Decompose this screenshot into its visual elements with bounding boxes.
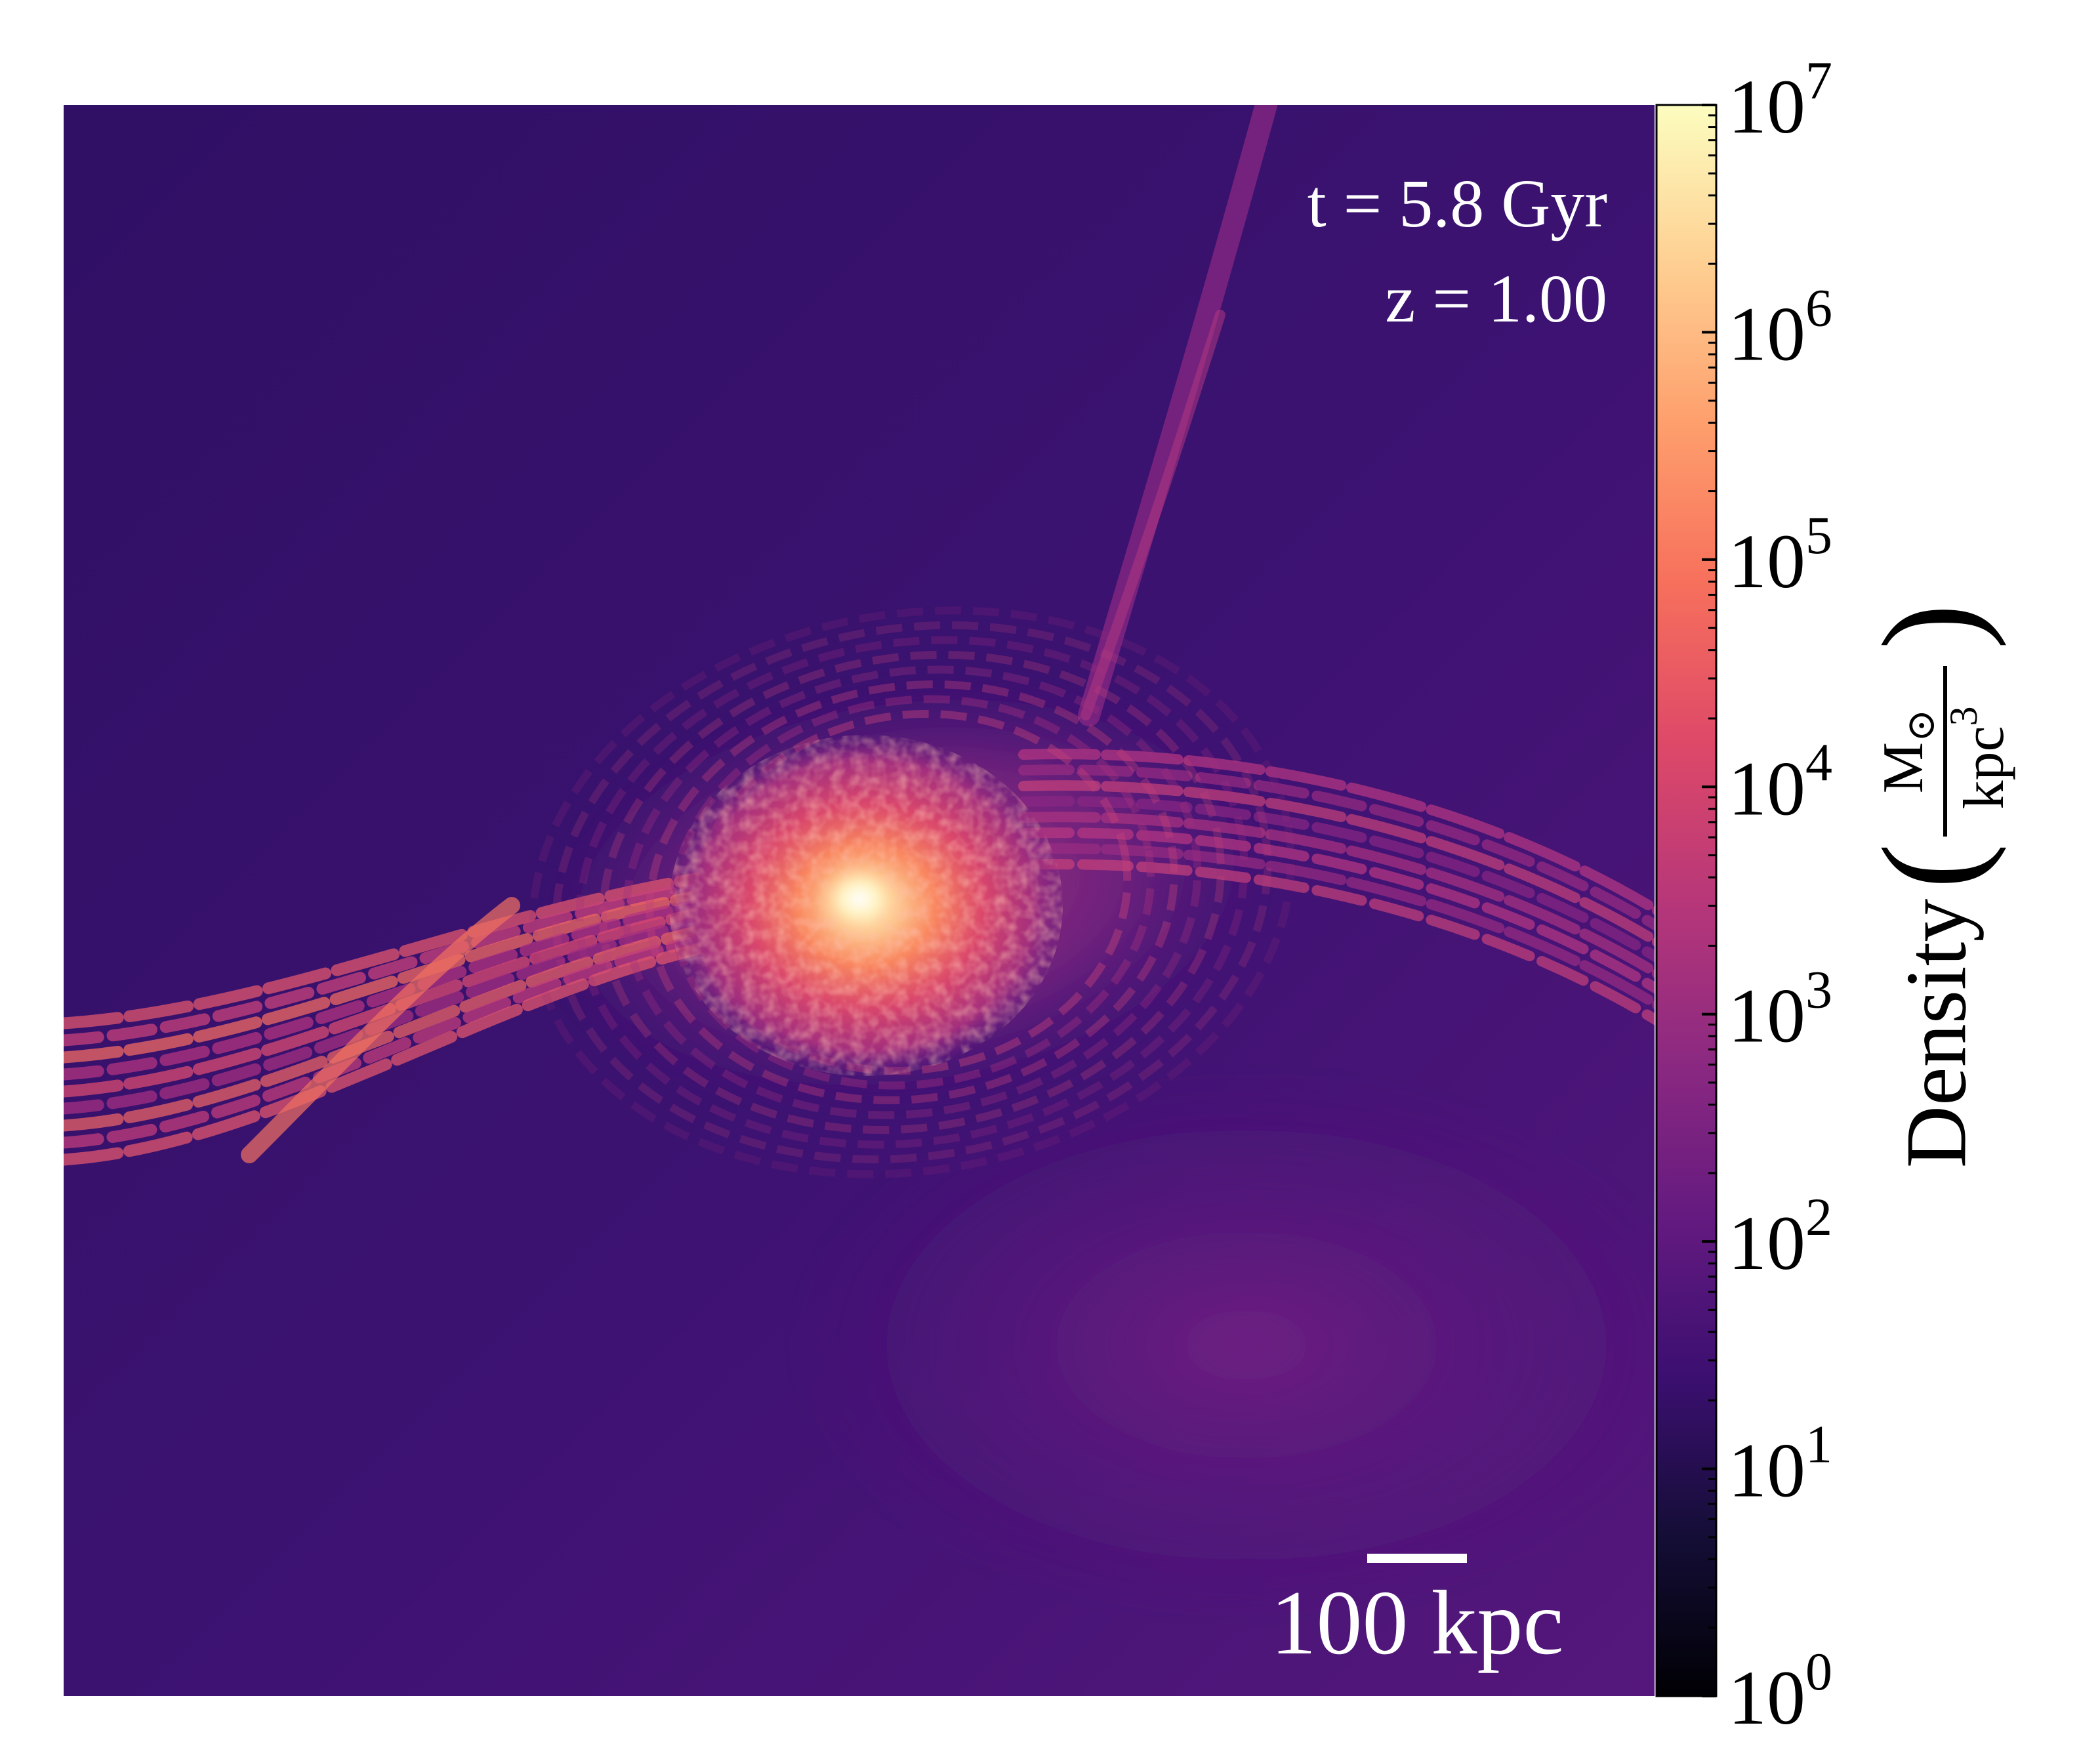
tick-label-exponent: 6	[1805, 278, 1832, 337]
interference-shell	[669, 695, 1155, 1090]
tick-label-exponent: 2	[1805, 1187, 1832, 1247]
colorbar-label-text: Density	[1887, 899, 1984, 1169]
stream-strand	[64, 892, 741, 1081]
stream-strand	[1018, 796, 1655, 963]
tick-label-exponent: 4	[1805, 732, 1832, 792]
redshift-annotation: z = 1.00	[1385, 261, 1607, 337]
interference-shells	[529, 606, 1295, 1178]
time-annotation: t = 5.8 Gyr	[1307, 166, 1607, 241]
stream-strand	[1081, 310, 1225, 720]
tick-label-exponent: 5	[1805, 505, 1832, 565]
colorbar-tick-label: 107	[1728, 51, 1832, 150]
unit-sun-symbol: ⊙	[1899, 709, 1943, 742]
stream-strand	[1018, 749, 1655, 915]
tick-label-exponent: 3	[1805, 960, 1832, 1020]
unit-paren-left: (	[1855, 843, 2007, 889]
stream-strand	[64, 875, 741, 1047]
interference-shell	[646, 680, 1178, 1105]
colorbar-tick-label: 105	[1728, 505, 1832, 604]
colorbar-tick-label: 101	[1728, 1415, 1832, 1514]
colorbar-unit: ( M⊙ kpc3 )	[1855, 604, 2016, 889]
unit-numerator-text: M	[1872, 742, 1935, 793]
stream-strand	[1018, 812, 1655, 978]
tick-label-base: 10	[1728, 291, 1805, 377]
unit-denominator: kpc3	[1942, 706, 2016, 809]
colorbar-tick-label: 104	[1728, 732, 1832, 831]
tick-label-base: 10	[1728, 745, 1805, 831]
left-tidal-stream	[64, 867, 741, 1166]
colorbar-label: Density ( M⊙ kpc3 )	[1855, 604, 2016, 1168]
colorbar-frame	[1655, 104, 1718, 1697]
density-map: t = 5.8 Gyr z = 1.00 100 kpc	[64, 105, 1655, 1696]
stream-strand	[1018, 764, 1655, 931]
stream-strand	[1018, 827, 1655, 994]
stream-strand	[64, 867, 741, 1029]
colorbar-gradient	[1657, 105, 1716, 1696]
stream-strand	[241, 897, 520, 1163]
interference-shell	[552, 621, 1272, 1164]
stream-strand	[64, 935, 741, 1166]
stream-strand	[64, 884, 741, 1064]
tick-label-base: 10	[1728, 1200, 1805, 1286]
core-peak	[813, 860, 905, 938]
stream-strand	[64, 918, 741, 1132]
colorbar-ticks	[1702, 104, 1716, 1697]
right-tidal-stream	[1018, 749, 1655, 1026]
scale-bar	[1367, 1554, 1467, 1563]
colorbar-tick-label: 102	[1728, 1187, 1832, 1286]
colorbar-tick-label: 100	[1728, 1642, 1832, 1741]
interference-shell	[529, 606, 1295, 1178]
stream-strand	[1018, 843, 1655, 1010]
colorbar-tick-label: 106	[1728, 278, 1832, 377]
unit-paren-right: )	[1855, 604, 2007, 650]
interference-shell	[575, 636, 1248, 1149]
tick-label-base: 10	[1728, 518, 1805, 604]
unit-numerator: M⊙	[1872, 709, 1943, 794]
stream-strand	[1018, 859, 1655, 1026]
tick-label-base: 10	[1728, 1428, 1805, 1514]
tick-label-base: 10	[1728, 1655, 1805, 1741]
interference-shell	[599, 650, 1225, 1134]
tick-label-exponent: 7	[1805, 51, 1832, 110]
stream-strand	[1018, 780, 1655, 947]
interference-shell	[622, 665, 1202, 1119]
lower-diffuse-glow	[787, 1069, 1655, 1621]
colorbar-tick-label: 103	[1728, 960, 1832, 1059]
tick-label-base: 10	[1728, 64, 1805, 150]
scale-bar-label: 100 kpc	[1270, 1572, 1563, 1674]
tick-label-base: 10	[1728, 973, 1805, 1059]
tick-label-exponent: 0	[1805, 1642, 1832, 1701]
unit-denominator-exp: 3	[1942, 706, 1985, 726]
unit-denominator-text: kpc	[1952, 726, 2016, 809]
stream-strand	[64, 926, 741, 1149]
tick-label-exponent: 1	[1805, 1415, 1832, 1474]
upper-tidal-stream	[1078, 105, 1277, 726]
